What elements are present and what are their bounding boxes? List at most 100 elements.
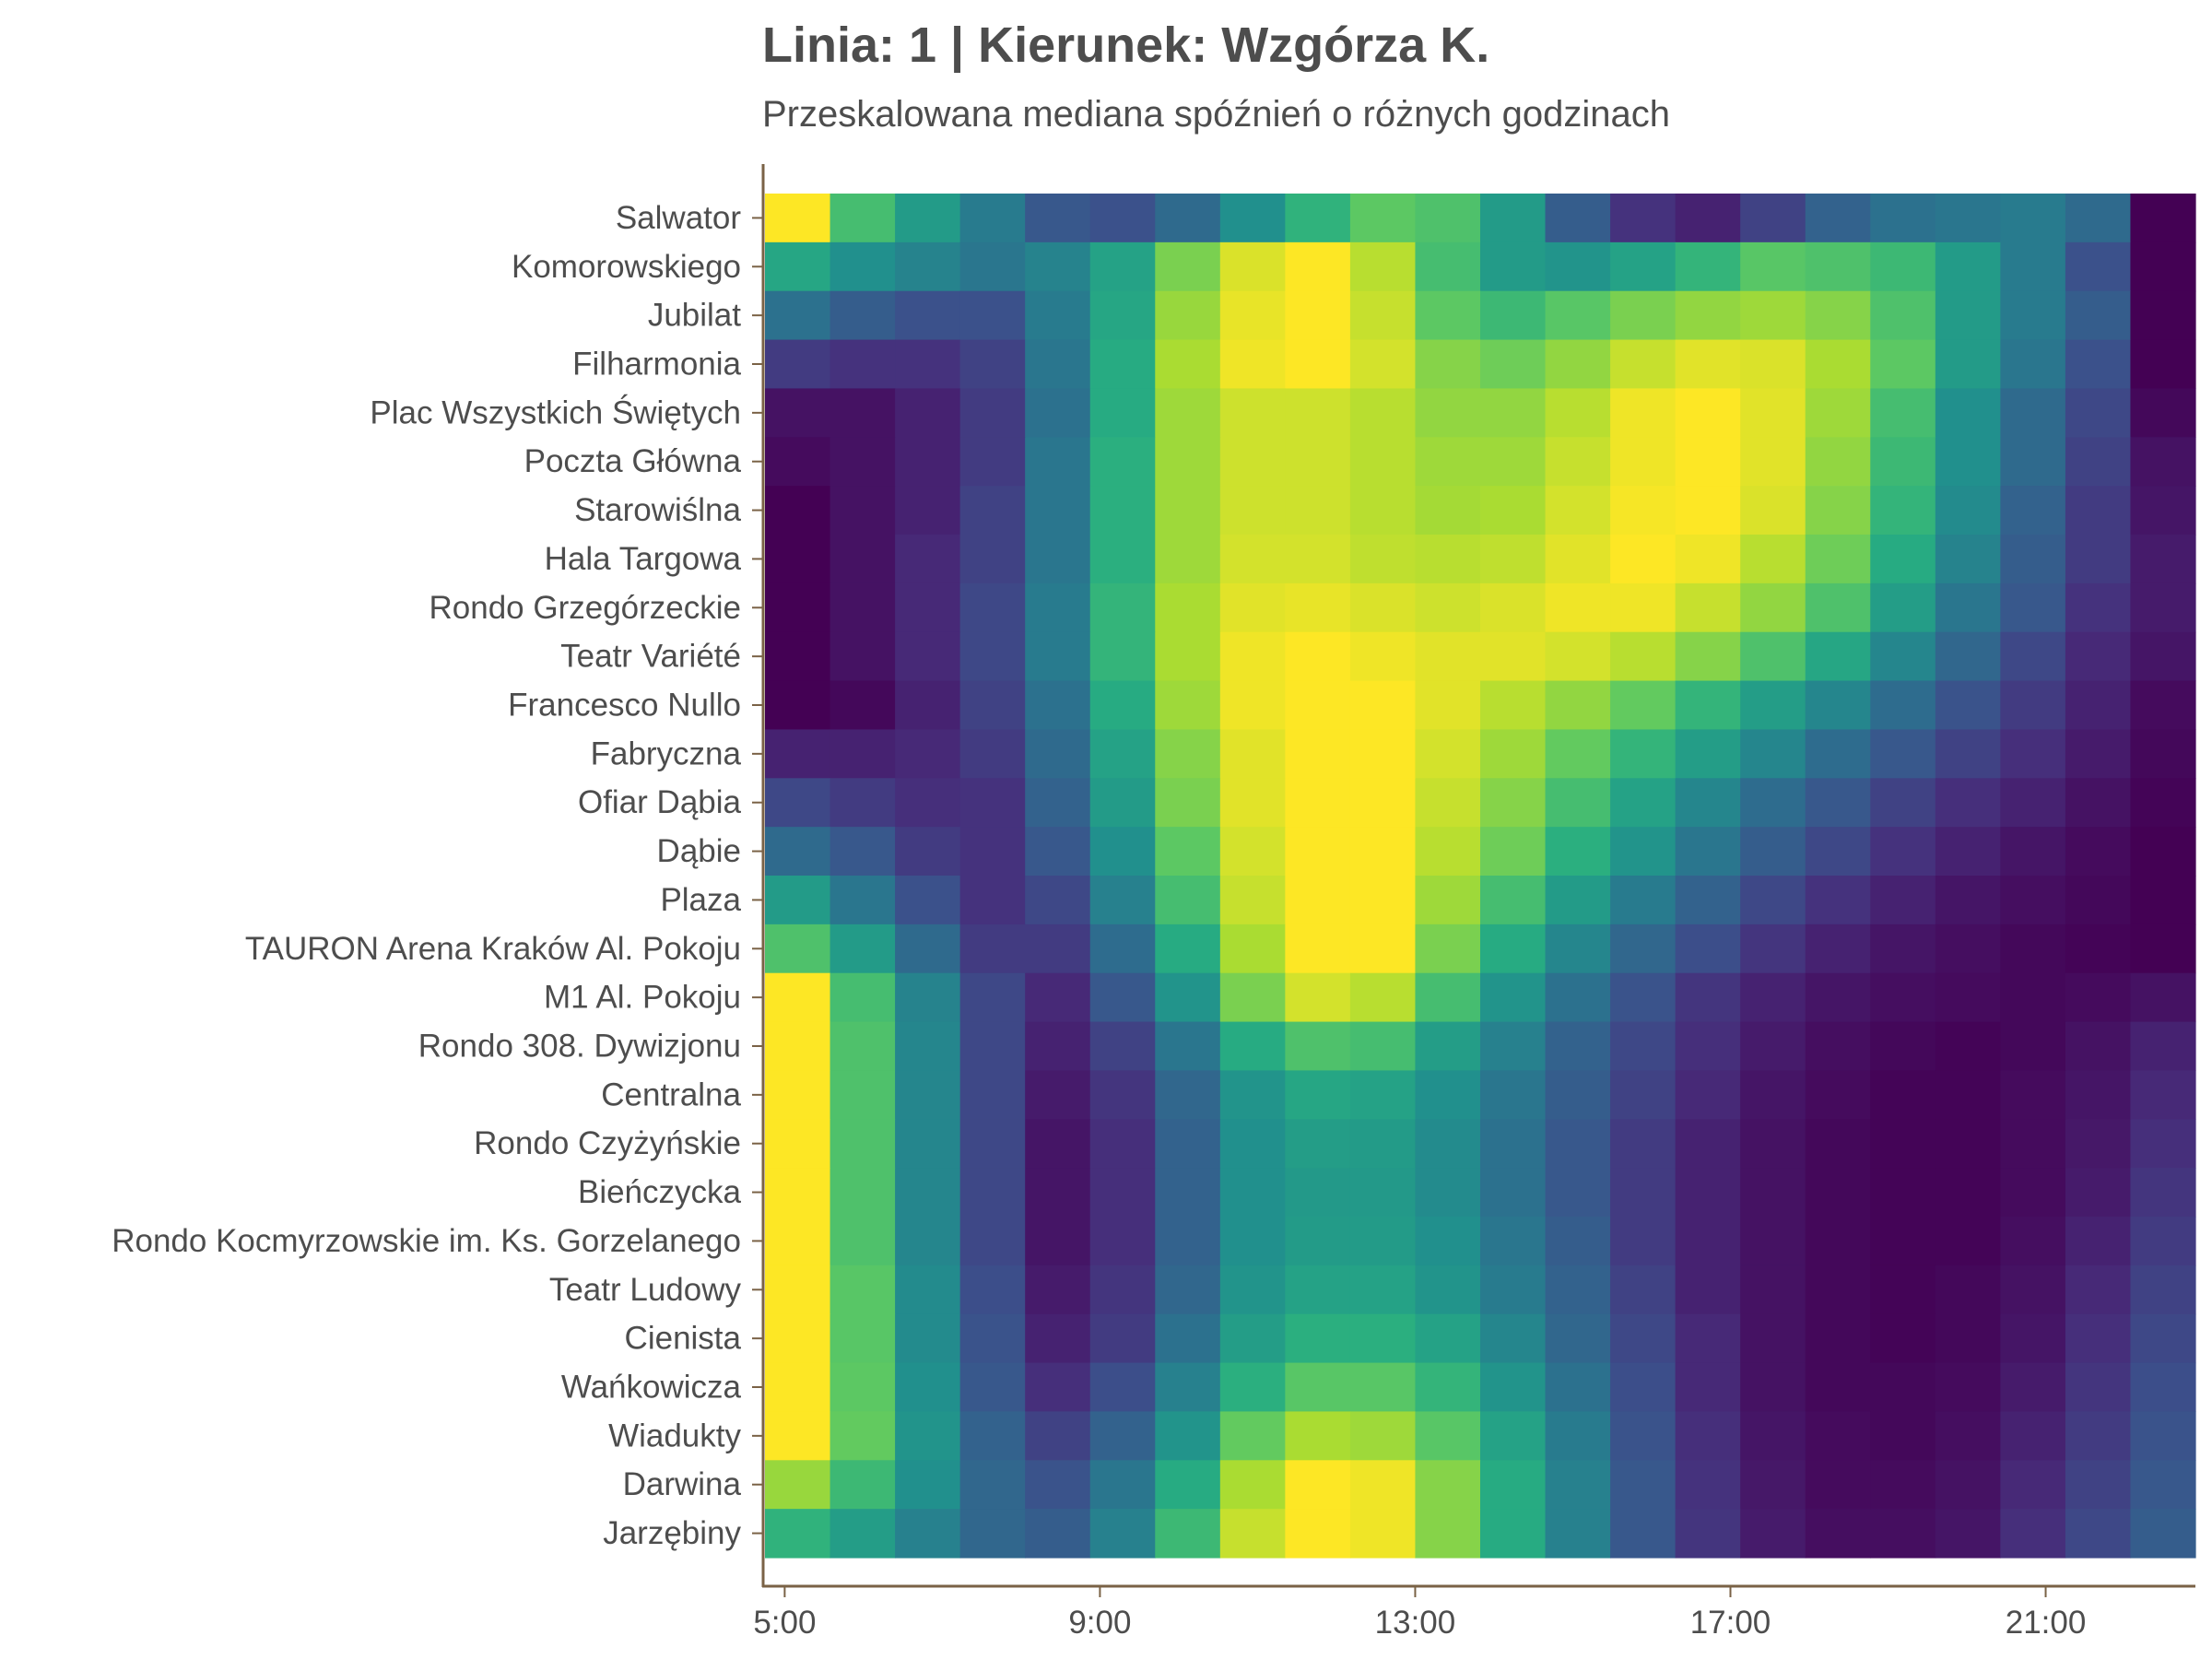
heatmap-cell bbox=[765, 535, 831, 584]
heatmap-cell bbox=[1805, 486, 1871, 535]
heatmap-cell bbox=[959, 582, 1026, 633]
heatmap-cell bbox=[895, 1411, 961, 1461]
heatmap-cell bbox=[1155, 924, 1221, 974]
heatmap-cell bbox=[1285, 876, 1351, 925]
heatmap-cell bbox=[2130, 437, 2196, 487]
heatmap-cell bbox=[1219, 972, 1286, 1023]
heatmap-cell bbox=[1285, 241, 1351, 292]
heatmap-cell bbox=[765, 972, 831, 1023]
heatmap-cell bbox=[1155, 437, 1221, 487]
heatmap-cell bbox=[830, 437, 896, 487]
heatmap-cell bbox=[1935, 1168, 2001, 1218]
heatmap-cell bbox=[1805, 290, 1871, 341]
heatmap-cell bbox=[2130, 1070, 2196, 1120]
heatmap-cell bbox=[1089, 680, 1156, 731]
heatmap-cell bbox=[1545, 680, 1611, 731]
heatmap-cell bbox=[1545, 1509, 1611, 1559]
heatmap-cell bbox=[1870, 876, 1936, 925]
y-axis-ticks: Salwator Komorowskiego Jubilat Filharmonia P… bbox=[112, 200, 763, 1551]
heatmap-cell bbox=[2065, 1313, 2132, 1364]
heatmap-cell bbox=[1285, 1021, 1351, 1072]
heatmap-cell bbox=[1349, 388, 1417, 438]
heatmap-cell bbox=[1025, 631, 1091, 682]
heatmap-cell bbox=[1805, 1509, 1871, 1559]
heatmap-cell bbox=[765, 388, 831, 438]
heatmap-cell bbox=[1805, 582, 1871, 633]
y-tick-label: Wiadukty bbox=[608, 1418, 741, 1453]
heatmap-cell bbox=[1349, 1362, 1417, 1413]
heatmap-cell bbox=[1349, 535, 1417, 584]
heatmap-cell bbox=[1870, 729, 1936, 779]
heatmap-cell bbox=[1805, 680, 1871, 731]
y-tick-label: Plaza bbox=[660, 882, 741, 918]
heatmap-cell bbox=[959, 1217, 1026, 1266]
heatmap-cell bbox=[2000, 535, 2066, 584]
heatmap-cell bbox=[1025, 972, 1091, 1023]
heatmap-cell bbox=[1740, 1168, 1806, 1218]
heatmap-cell bbox=[1155, 778, 1221, 828]
heatmap-cell bbox=[1415, 535, 1481, 584]
heatmap-cell bbox=[1155, 1168, 1221, 1218]
heatmap-cell bbox=[1740, 876, 1806, 925]
heatmap-cell bbox=[830, 972, 896, 1023]
heatmap-cell bbox=[830, 1217, 896, 1266]
heatmap-cell bbox=[1349, 1265, 1417, 1315]
heatmap-cell bbox=[1675, 486, 1741, 535]
heatmap-cell bbox=[2065, 631, 2132, 682]
heatmap-cell bbox=[2000, 1168, 2066, 1218]
heatmap-cell bbox=[1610, 1265, 1677, 1315]
y-tick-label: TAURON Arena Kraków Al. Pokoju bbox=[245, 931, 741, 967]
heatmap-cell bbox=[1415, 1265, 1481, 1315]
heatmap-cell bbox=[1089, 924, 1156, 974]
heatmap-cell bbox=[1935, 1265, 2001, 1315]
heatmap-cell bbox=[1480, 972, 1547, 1023]
heatmap-cell bbox=[1219, 876, 1286, 925]
heatmap-cell bbox=[1349, 876, 1417, 925]
heatmap-cell bbox=[2130, 1509, 2196, 1559]
x-tick-label: 17:00 bbox=[1690, 1605, 1771, 1641]
heatmap-cell bbox=[2130, 1168, 2196, 1218]
heatmap-cell bbox=[1675, 388, 1741, 438]
heatmap-cell bbox=[1805, 437, 1871, 487]
y-tick-label: Rondo Grzegórzeckie bbox=[429, 590, 742, 626]
heatmap-cell bbox=[2065, 1265, 2132, 1315]
heatmap-cell bbox=[1285, 388, 1351, 438]
heatmap-cell bbox=[1025, 1168, 1091, 1218]
heatmap-cell bbox=[2130, 827, 2196, 877]
heatmap-cell bbox=[830, 680, 896, 731]
heatmap-cell bbox=[1740, 1217, 1806, 1266]
heatmap-cell bbox=[1285, 972, 1351, 1023]
heatmap-cell bbox=[1089, 1509, 1156, 1559]
heatmap-cell bbox=[2130, 1217, 2196, 1266]
heatmap-cell bbox=[1870, 582, 1936, 633]
heatmap-cell bbox=[1740, 1070, 1806, 1120]
heatmap-cell bbox=[2000, 486, 2066, 535]
heatmap-cell bbox=[895, 1362, 961, 1413]
y-tick-label: Rondo 308. Dywizjonu bbox=[418, 1029, 741, 1065]
heatmap-cell bbox=[1870, 388, 1936, 438]
heatmap-cell bbox=[2130, 1021, 2196, 1072]
heatmap-cell bbox=[959, 680, 1026, 731]
heatmap-cell bbox=[1155, 1119, 1221, 1169]
heatmap-cell bbox=[1545, 241, 1611, 292]
heatmap-cell bbox=[1155, 1460, 1221, 1510]
heatmap-cell bbox=[1675, 876, 1741, 925]
heatmap-cell bbox=[1349, 631, 1417, 682]
heatmap-cell bbox=[1349, 437, 1417, 487]
heatmap-cell bbox=[2000, 680, 2066, 731]
heatmap-cell bbox=[1610, 729, 1677, 779]
heatmap-cell bbox=[1480, 1411, 1547, 1461]
heatmap-cell bbox=[1740, 290, 1806, 341]
heatmap-cell bbox=[1089, 339, 1156, 390]
heatmap-cell bbox=[1480, 582, 1547, 633]
heatmap-cell bbox=[1025, 535, 1091, 584]
heatmap-cell bbox=[1155, 1362, 1221, 1413]
heatmap-cell bbox=[1025, 924, 1091, 974]
heatmap-cell bbox=[1480, 1265, 1547, 1315]
heatmap-cell bbox=[1675, 729, 1741, 779]
heatmap-cell bbox=[2065, 437, 2132, 487]
heatmap-cell bbox=[1870, 290, 1936, 341]
heatmap-cell bbox=[765, 1313, 831, 1364]
heatmap-cell bbox=[2130, 1460, 2196, 1510]
heatmap-cell bbox=[2065, 194, 2132, 243]
